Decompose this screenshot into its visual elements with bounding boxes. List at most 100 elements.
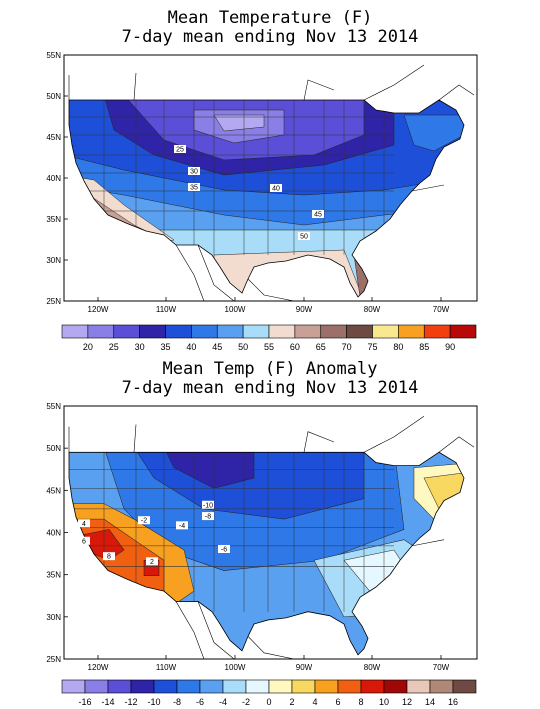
contour-label: 6 — [82, 538, 86, 545]
colorbar-swatch — [320, 324, 347, 339]
lat-label: 50N — [46, 92, 61, 101]
colorbar-swatch — [337, 679, 362, 694]
colorbar-swatch — [176, 679, 201, 694]
colorbar-label: -6 — [196, 697, 204, 707]
neighbor-coastlines — [68, 64, 475, 301]
lat-label: 25N — [46, 297, 61, 306]
colorbar-swatch — [268, 324, 296, 339]
colorbar-label: 55 — [264, 342, 274, 352]
contour-label: 4 — [82, 521, 86, 528]
colorbar-label: 40 — [186, 342, 196, 352]
us-outline — [68, 99, 465, 298]
colorbar-label: 16 — [448, 697, 458, 707]
contour-label: -10 — [203, 502, 213, 509]
us-state-boundaries-icon — [69, 100, 394, 255]
contour-label: 45 — [314, 212, 322, 219]
colorbar-label: 85 — [419, 342, 429, 352]
colorbar-label: 6 — [335, 697, 340, 707]
temperature-map-panel: Mean Temperature (F)7-day mean ending No… — [46, 8, 478, 352]
lon-label: 120W — [88, 663, 109, 672]
colorbar-swatch — [216, 324, 244, 339]
colorbar-label: 65 — [316, 342, 326, 352]
lat-label: 45N — [46, 486, 61, 495]
lat-label: 30N — [46, 613, 61, 622]
colorbar-swatch — [84, 679, 109, 694]
colorbar-swatch — [429, 679, 454, 694]
colorbar-swatch — [113, 324, 140, 339]
contour-label-box — [218, 544, 230, 553]
lat-label: 45N — [46, 133, 61, 142]
neighbor-coastlines — [68, 416, 475, 659]
colorbar-label: 10 — [379, 697, 389, 707]
colorbar-label: -14 — [101, 697, 114, 707]
contour-label-box — [78, 519, 90, 528]
lat-label: 55N — [46, 51, 61, 60]
colorbar-swatch — [87, 324, 115, 339]
colorbar-swatch — [398, 324, 425, 339]
lon-label: 80W — [364, 305, 381, 314]
shading-band — [213, 114, 265, 132]
colorbar-swatch — [222, 679, 247, 694]
lat-label: 50N — [46, 444, 61, 453]
colorbar-swatch — [268, 679, 293, 694]
colorbar-swatch — [61, 324, 89, 339]
contour-label: 25 — [176, 147, 184, 154]
contour-label-box — [103, 552, 115, 561]
lon-label: 110W — [156, 305, 177, 314]
colorbar-swatch — [130, 679, 155, 694]
colorbar-label: 50 — [238, 342, 248, 352]
lon-label: 110W — [156, 663, 177, 672]
colorbar-label: 0 — [266, 697, 271, 707]
colorbar-swatch — [291, 679, 316, 694]
contour-label-box — [312, 210, 324, 218]
contour-label-box — [202, 512, 214, 521]
lon-label: 100W — [225, 663, 246, 672]
contour-label: -6 — [221, 546, 227, 553]
colorbar-label: 60 — [290, 342, 300, 352]
contour-label-box — [202, 500, 214, 509]
colorbar-label: -10 — [147, 697, 160, 707]
colorbar-swatch — [245, 679, 270, 694]
colorbar-swatch — [449, 324, 477, 339]
contour-label-box — [270, 184, 282, 192]
colorbar-label: -2 — [242, 697, 250, 707]
colorbar-label: 8 — [358, 697, 363, 707]
colorbar-swatch — [452, 679, 477, 694]
lon-label: 80W — [364, 663, 381, 672]
contour-label: -4 — [179, 523, 185, 530]
us-outline — [68, 451, 465, 656]
contour-label: 50 — [300, 234, 308, 241]
lon-label: 90W — [296, 663, 313, 672]
lat-label: 55N — [46, 402, 61, 411]
shading-band — [163, 452, 255, 489]
colorbar-label: 14 — [425, 697, 435, 707]
colorbar-label: 30 — [135, 342, 145, 352]
colorbar-label: 70 — [342, 342, 352, 352]
colorbar-label: 20 — [83, 342, 93, 352]
lat-label: 40N — [46, 529, 61, 538]
colorbar-swatch — [406, 679, 431, 694]
colorbar-label: 35 — [160, 342, 170, 352]
lon-label: 120W — [88, 305, 109, 314]
colorbar-swatch — [372, 324, 399, 339]
contour-label: 8 — [107, 554, 111, 561]
map-title: Mean Temp (F) Anomaly — [163, 359, 378, 379]
colorbar-swatch — [242, 324, 270, 339]
colorbar-label: 80 — [393, 342, 403, 352]
colorbar-swatch — [165, 324, 192, 339]
colorbar-swatch — [294, 324, 322, 339]
lat-label: 35N — [46, 571, 61, 580]
colorbar-label: 90 — [445, 342, 455, 352]
lon-label: 70W — [433, 663, 450, 672]
colorbar-swatch — [199, 679, 224, 694]
contour-label-box — [174, 145, 186, 153]
lat-label: 40N — [46, 174, 61, 183]
map-title: Mean Temperature (F) — [168, 8, 373, 28]
lat-label: 35N — [46, 215, 61, 224]
contour-label: 30 — [190, 169, 198, 176]
colorbar-swatch — [107, 679, 132, 694]
contour-label-box — [138, 516, 150, 525]
lat-label: 30N — [46, 256, 61, 265]
